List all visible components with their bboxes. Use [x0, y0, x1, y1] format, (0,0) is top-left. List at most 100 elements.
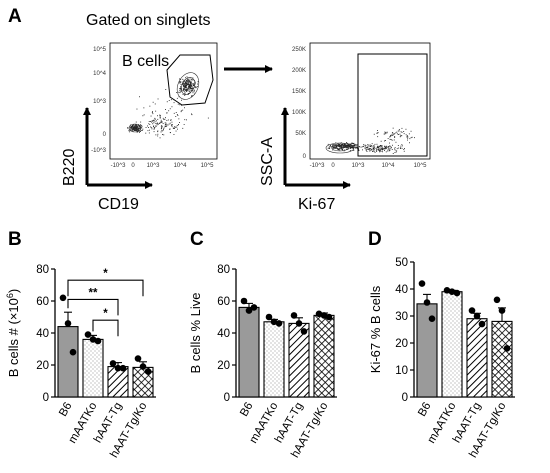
- flow-event: [127, 127, 128, 129]
- flow-event: [195, 81, 196, 83]
- flow-event: [344, 143, 346, 145]
- flow-event: [176, 125, 178, 126]
- flow-event: [379, 151, 381, 153]
- flow-event: [135, 121, 137, 123]
- flow-event: [183, 83, 184, 84]
- flow-event: [392, 153, 394, 154]
- flow-event: [164, 124, 166, 126]
- flow-event: [165, 126, 166, 127]
- flow-event: [362, 149, 363, 151]
- flow-event: [161, 121, 163, 123]
- flow-event: [378, 149, 380, 151]
- flow-event: [189, 81, 191, 83]
- flow-event: [193, 84, 195, 86]
- flow-event: [398, 129, 400, 130]
- flow-event: [384, 150, 385, 151]
- flow-event: [167, 119, 169, 121]
- flow-event: [355, 147, 357, 149]
- flow-event: [335, 144, 337, 145]
- flow-event: [337, 148, 339, 150]
- flow-event: [348, 147, 350, 149]
- flow-event: [368, 150, 370, 152]
- flow-event: [141, 125, 143, 126]
- flow-plot1-ylabel: B220: [61, 149, 78, 186]
- flow-event: [337, 149, 339, 151]
- flow-event: [153, 127, 155, 129]
- flow-event: [188, 85, 190, 87]
- flow-event: [332, 144, 334, 145]
- flow-event: [389, 145, 391, 147]
- flow-event: [354, 143, 356, 145]
- flow-event: [384, 145, 386, 147]
- flow-event: [348, 144, 350, 146]
- flow-event: [185, 89, 187, 90]
- flow-event: [172, 127, 174, 129]
- flow-event: [191, 114, 193, 116]
- flow-event: [384, 148, 386, 150]
- flow-event: [165, 89, 167, 90]
- flow-event: [363, 144, 364, 146]
- flow-event: [161, 121, 163, 123]
- flow-event: [194, 86, 196, 88]
- flow-event: [188, 83, 190, 85]
- flow-event: [372, 149, 374, 151]
- data-point: [84, 331, 92, 338]
- flow-event: [351, 147, 353, 149]
- flow-event: [354, 146, 356, 148]
- flow-event: [365, 150, 367, 151]
- flow-event: [185, 82, 187, 84]
- flow-event: [389, 150, 390, 152]
- flow-event: [188, 84, 189, 86]
- data-point: [418, 280, 426, 287]
- flow-plot2-xlabel: Ki-67: [298, 196, 335, 213]
- flow-event: [183, 89, 185, 91]
- flow-event: [339, 149, 341, 151]
- flow-event: [184, 91, 186, 93]
- flow-event: [181, 99, 182, 101]
- flow-event: [157, 135, 159, 137]
- flow-event: [182, 81, 184, 83]
- flow-plot2-xticks: -10^3 0 10^3 10^4 10^5: [310, 163, 427, 169]
- flow-event: [152, 120, 154, 122]
- flow-event: [191, 83, 193, 85]
- flow-event: [188, 85, 190, 87]
- flow-event: [134, 127, 136, 129]
- flow-event: [180, 82, 181, 84]
- svg-text:10^4: 10^4: [174, 163, 187, 169]
- flow-event: [150, 115, 152, 117]
- flow-event: [165, 124, 166, 125]
- flow-event: [153, 126, 154, 127]
- flow-event: [336, 146, 338, 148]
- flow-event: [151, 127, 153, 129]
- data-point: [119, 364, 127, 372]
- flow-event: [192, 95, 194, 97]
- flow-event: [187, 80, 189, 82]
- flow-event: [185, 77, 186, 79]
- flow-event: [352, 147, 354, 149]
- flow-event: [136, 128, 138, 129]
- flow-event: [400, 145, 402, 147]
- flow-event: [394, 137, 396, 138]
- flow-event: [338, 143, 340, 145]
- flow-event: [179, 92, 181, 94]
- flow-event: [399, 136, 401, 138]
- flow-event: [346, 145, 348, 147]
- flow-event: [184, 83, 185, 85]
- flow-event: [339, 147, 341, 149]
- flow-event: [358, 146, 360, 148]
- flow-event: [368, 146, 370, 148]
- flow-event: [338, 143, 339, 145]
- significance-bracket: [92, 319, 119, 337]
- flow-event: [353, 145, 355, 146]
- flow-event: [140, 130, 142, 131]
- flow-event: [159, 117, 161, 119]
- flow-event: [141, 126, 143, 128]
- flow-event: [351, 142, 353, 144]
- flow-event: [185, 81, 187, 82]
- flow-event: [353, 144, 355, 146]
- flow-event: [190, 85, 192, 87]
- flow-event: [136, 130, 138, 132]
- flow-event: [191, 85, 193, 86]
- flow-event: [154, 121, 156, 123]
- flow-event: [135, 126, 137, 128]
